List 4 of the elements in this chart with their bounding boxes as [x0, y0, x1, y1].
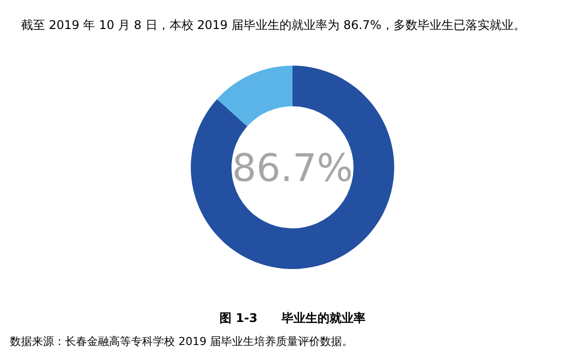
text: 86.7% — [232, 146, 353, 190]
chart-title: 截至 2019 年 10 月 8 日，本校 2019 届毕业生的就业率为 86.7%，多数毕业生已落实就业。 — [21, 18, 526, 32]
source-note: 数据来源：长春金融高等专科学校 2019 届毕业生培养质量评价数据。 — [10, 335, 353, 348]
caption: 图 1-3 毕业生的就业率 — [220, 311, 366, 325]
